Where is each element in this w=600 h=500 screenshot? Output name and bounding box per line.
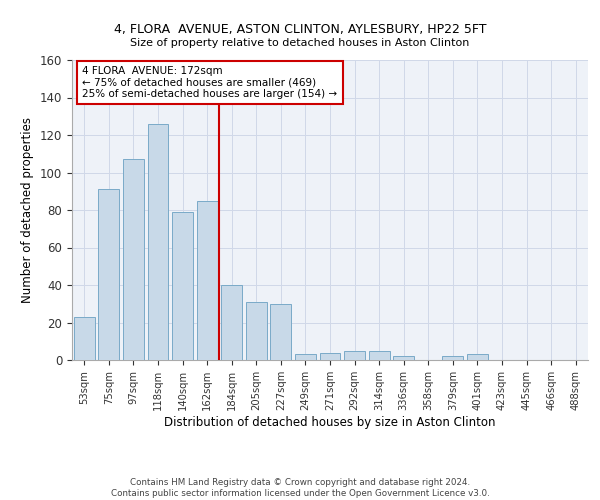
Bar [123, 160, 144, 360]
Text: Size of property relative to detached houses in Aston Clinton: Size of property relative to detached ho… [130, 38, 470, 48]
Bar [221, 285, 242, 360]
Bar [442, 356, 463, 360]
Bar [393, 356, 414, 360]
Bar [295, 354, 316, 360]
Text: Contains HM Land Registry data © Crown copyright and database right 2024.
Contai: Contains HM Land Registry data © Crown c… [110, 478, 490, 498]
Bar [98, 190, 119, 360]
Bar [271, 304, 292, 360]
Bar [344, 350, 365, 360]
Text: 4 FLORA  AVENUE: 172sqm
← 75% of detached houses are smaller (469)
25% of semi-d: 4 FLORA AVENUE: 172sqm ← 75% of detached… [82, 66, 337, 99]
Y-axis label: Number of detached properties: Number of detached properties [22, 117, 34, 303]
Text: 4, FLORA  AVENUE, ASTON CLINTON, AYLESBURY, HP22 5FT: 4, FLORA AVENUE, ASTON CLINTON, AYLESBUR… [114, 22, 486, 36]
Bar [320, 352, 340, 360]
Bar [172, 212, 193, 360]
X-axis label: Distribution of detached houses by size in Aston Clinton: Distribution of detached houses by size … [164, 416, 496, 428]
Bar [148, 124, 169, 360]
Bar [74, 317, 95, 360]
Bar [197, 200, 218, 360]
Bar [368, 350, 389, 360]
Bar [467, 354, 488, 360]
Bar [246, 302, 267, 360]
